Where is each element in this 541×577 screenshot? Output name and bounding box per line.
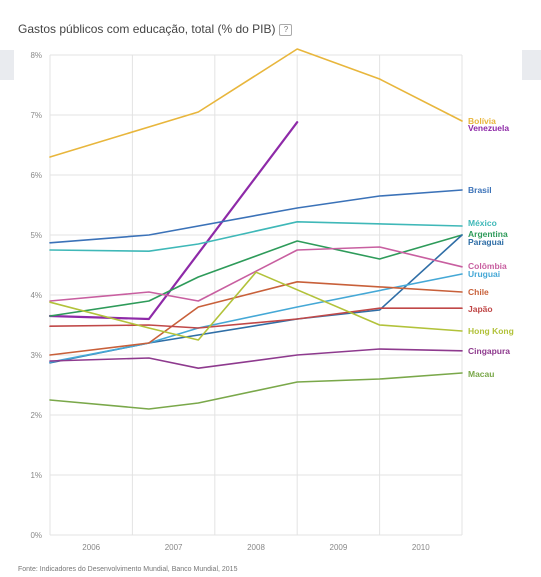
- right-band: [522, 50, 541, 80]
- legend-label-colombia[interactable]: Colômbia: [468, 261, 507, 271]
- y-tick-label: 6%: [30, 171, 42, 180]
- legend-label-chile[interactable]: Chile: [468, 287, 489, 297]
- series-line-colombia[interactable]: [49, 246, 463, 302]
- y-tick-label: 4%: [30, 291, 42, 300]
- chart-title-text: Gastos públicos com educação, total (% d…: [18, 22, 276, 36]
- chart-series: [48, 48, 463, 410]
- source-note: Fonte: Indicadores do Desenvolvimento Mu…: [18, 566, 238, 573]
- y-tick-label: 7%: [30, 111, 42, 120]
- series-line-brasil[interactable]: [49, 189, 463, 244]
- legend-label-venezuela[interactable]: Venezuela: [468, 123, 509, 133]
- series-line-argentina[interactable]: [49, 234, 463, 317]
- legend-label-uruguai[interactable]: Uruguai: [468, 269, 500, 279]
- y-tick-label: 8%: [30, 51, 42, 60]
- help-icon[interactable]: ?: [279, 23, 293, 36]
- y-tick-label: 1%: [30, 471, 42, 480]
- legend-label-macau[interactable]: Macau: [468, 369, 494, 379]
- y-tick-label: 2%: [30, 411, 42, 420]
- y-tick-label: 3%: [30, 351, 42, 360]
- series-line-japao[interactable]: [49, 307, 463, 329]
- legend-label-mexico[interactable]: México: [468, 218, 497, 228]
- series-line-mexico[interactable]: [49, 221, 463, 252]
- legend-label-cingapura[interactable]: Cingapura: [468, 346, 510, 356]
- legend-label-brasil[interactable]: Brasil: [468, 185, 492, 195]
- legend-label-paraguai[interactable]: Paraguai: [468, 237, 504, 247]
- legend-label-bolivia[interactable]: Bolívia: [468, 116, 496, 126]
- series-line-paraguai[interactable]: [49, 234, 463, 364]
- series-line-bolivia[interactable]: [49, 48, 463, 158]
- chart-title: Gastos públicos com educação, total (% d…: [18, 22, 293, 36]
- x-tick-label: 2006: [82, 543, 100, 552]
- x-tick-label: 2008: [247, 543, 265, 552]
- series-line-venezuela[interactable]: [48, 121, 299, 321]
- header-band: [0, 0, 541, 50]
- chart-axes: 0% 1% 2% 3% 4% 5% 6% 7% 8% 2006 2007 2008 2009 2010: [30, 51, 430, 552]
- left-band: [0, 50, 14, 80]
- series-line-macau[interactable]: [49, 372, 463, 410]
- legend-label-argentina[interactable]: Argentina: [468, 229, 508, 239]
- legend-label-japao[interactable]: Japão: [468, 304, 493, 314]
- x-tick-label: 2007: [165, 543, 183, 552]
- series-line-cingapura[interactable]: [49, 348, 463, 369]
- x-tick-label: 2009: [330, 543, 348, 552]
- series-line-hong-kong[interactable]: [49, 271, 463, 341]
- y-tick-label: 0%: [30, 531, 42, 540]
- y-tick-label: 5%: [30, 231, 42, 240]
- line-chart: 0% 1% 2% 3% 4% 5% 6% 7% 8% 2006 2007 2008 2009 2010 B…: [30, 48, 514, 552]
- x-tick-label: 2010: [412, 543, 430, 552]
- series-line-chile[interactable]: [49, 281, 463, 356]
- legend-label-hong-kong[interactable]: Hong Kong: [468, 326, 514, 336]
